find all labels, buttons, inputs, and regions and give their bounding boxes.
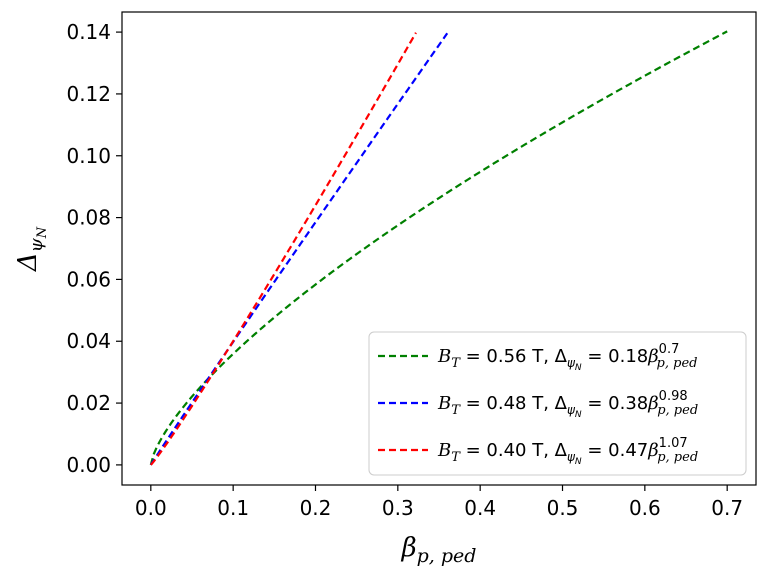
- y-tick-label: 0.10: [66, 144, 111, 168]
- y-axis-ticks: 0.00 0.02 0.04 0.06 0.08 0.10 0.12 0.14: [66, 20, 122, 477]
- series-line-2: [149, 32, 449, 466]
- series-line-3: [149, 32, 417, 466]
- y-tick-label: 0.06: [66, 267, 111, 291]
- x-tick-label: 0.2: [300, 496, 332, 520]
- legend-label-3: BT = 0.40 T, ΔψN = 0.47β1.07 p, ped: [437, 436, 698, 467]
- legend-label-1: BT = 0.56 T, ΔψN = 0.18β0.7 p, ped: [437, 342, 697, 373]
- x-tick-label: 0.4: [464, 496, 496, 520]
- y-tick-label: 0.08: [66, 206, 111, 230]
- x-tick-label: 0.5: [547, 496, 579, 520]
- x-tick-label: 0.1: [217, 496, 249, 520]
- series-group: [149, 30, 728, 466]
- x-axis-ticks: 0.0 0.1 0.2 0.3 0.4 0.5 0.6 0.7: [135, 485, 743, 520]
- x-axis-title: βp, ped: [401, 533, 477, 567]
- y-tick-label: 0.04: [66, 329, 111, 353]
- x-tick-label: 0.6: [629, 496, 661, 520]
- x-tick-label: 0.0: [135, 496, 167, 520]
- legend-box: [368, 331, 747, 476]
- y-axis-title: ΔψN: [13, 226, 50, 272]
- legend: BT = 0.56 T, ΔψN = 0.18β0.7 p, ped BT = 0.…: [368, 331, 747, 476]
- x-tick-label: 0.3: [382, 496, 414, 520]
- legend-label-2: BT = 0.48 T, ΔψN = 0.38β0.98 p, ped: [437, 389, 698, 420]
- series-line-1: [149, 30, 728, 466]
- axes-frame: [121, 11, 757, 486]
- y-tick-label: 0.02: [66, 391, 111, 415]
- y-tick-label: 0.12: [66, 82, 111, 106]
- y-tick-label: 0.00: [66, 453, 111, 477]
- y-tick-label: 0.14: [66, 20, 111, 44]
- x-tick-label: 0.7: [711, 496, 743, 520]
